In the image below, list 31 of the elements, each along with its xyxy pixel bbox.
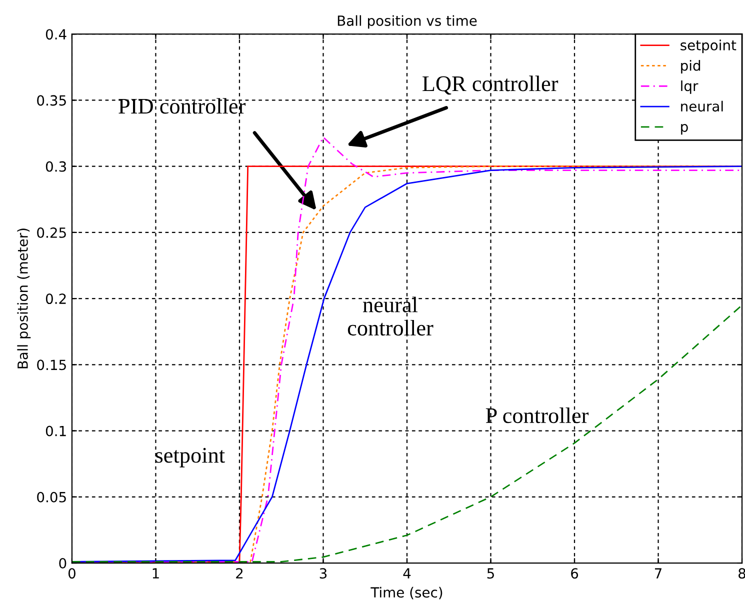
legend-label: pid [681,60,700,74]
x-tick-label: 4 [403,568,411,578]
y-tick-label: 0.4 [46,29,66,40]
y-tick-label: 0 [59,558,66,568]
x-tick-label: 8 [738,568,745,579]
annotation: LQR controller [422,76,558,95]
x-tick-label: 2 [236,568,243,578]
annotation: P controller [486,407,589,424]
legend-label: neural [681,100,723,112]
legend-label: setpoint [680,40,736,54]
x-tick-label: 6 [571,568,578,579]
legend-label: lqr [681,80,698,94]
annotation: neural controller [348,296,434,336]
x-tick-label: 0 [68,568,76,579]
x-tick-label: 5 [487,568,494,579]
y-tick-label: 0.15 [37,360,66,370]
legend-label: p [681,124,688,135]
y-tick-label: 0.35 [37,95,66,106]
y-tick-label: 0.3 [46,161,66,172]
annotation: setpoint [156,448,225,468]
y-tick-label: 0.25 [37,227,66,238]
x-tick-label: 7 [654,568,662,578]
chart-title: Ball position vs time [338,15,477,29]
y-tick-label: 0.2 [46,294,66,304]
y-tick-label: 0.05 [37,492,66,502]
x-axis-title: Time (sec) [370,586,442,600]
y-tick-label: 0.1 [46,426,66,436]
x-tick-label: 3 [320,568,327,579]
y-axis-title: Ball position (meter) [17,228,31,368]
annotation: PID controller [118,98,246,114]
x-tick-label: 1 [152,568,159,578]
